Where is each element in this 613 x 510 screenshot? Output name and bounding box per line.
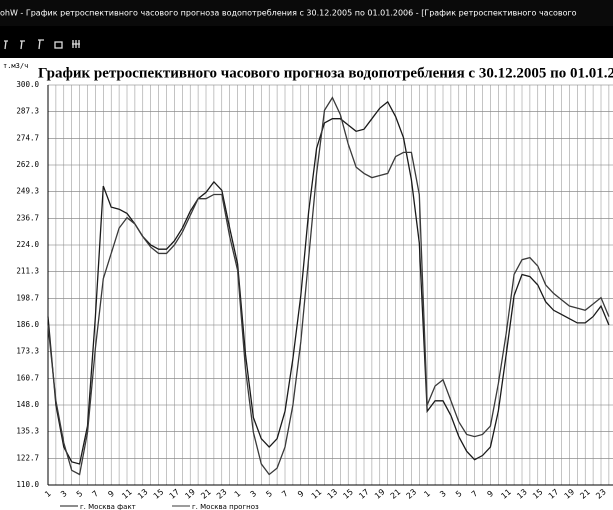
toolbar [0,26,613,58]
tool-icon[interactable] [20,40,25,50]
x-tick-label: 7 [470,489,480,499]
x-tick-label: 9 [296,489,306,499]
chart-title: График ретроспективного часового прогноз… [38,65,613,81]
x-tick-label: 5 [75,489,85,499]
y-tick-label: 160.7 [16,373,39,382]
y-tick-label: 173.3 [16,347,39,356]
x-tick-label: 3 [438,489,448,499]
x-tick-label: 1 [233,489,243,499]
x-tick-label: 9 [106,489,116,499]
tool-icon[interactable] [4,40,8,50]
y-tick-label: 186.0 [16,320,39,329]
x-tick-label: 5 [264,489,274,499]
tool-icon[interactable] [38,39,44,50]
x-tick-label: 3 [59,489,69,499]
y-tick-label: 110.0 [16,480,39,489]
y-tick-label: 300.0 [16,80,39,89]
y-axis-label: т.м3/ч [3,62,28,70]
x-tick-label: 1 [422,489,432,499]
tool-icon[interactable] [72,40,80,48]
x-tick-label: 7 [91,489,101,499]
y-tick-label: 198.7 [16,293,39,302]
y-tick-label: 262.0 [16,160,39,169]
y-tick-label: 135.3 [16,427,39,436]
y-tick-label: 249.3 [16,187,39,196]
x-tick-label: 3 [249,489,259,499]
x-tick-label: 7 [280,489,290,499]
y-tick-label: 211.3 [16,267,39,276]
legend-label: г. Москва прогноз [192,503,259,510]
x-tick-label: 5 [454,489,464,499]
title-bar [0,0,613,26]
y-tick-label: 224.0 [16,240,39,249]
y-tick-label: 287.3 [16,107,39,116]
window-title: ohW - График ретроспективного часового п… [0,9,577,18]
x-tick-label: 9 [486,489,496,499]
y-tick-label: 274.7 [16,133,39,142]
series-line [47,96,610,476]
toolbar-icons[interactable] [4,39,80,50]
y-tick-label: 236.7 [16,213,39,222]
legend-label: г. Москва факт [80,503,136,510]
y-tick-label: 122.7 [16,453,39,462]
y-tick-label: 148.0 [16,400,39,409]
x-tick-label: 1 [43,489,53,499]
tool-icon[interactable] [54,41,63,49]
